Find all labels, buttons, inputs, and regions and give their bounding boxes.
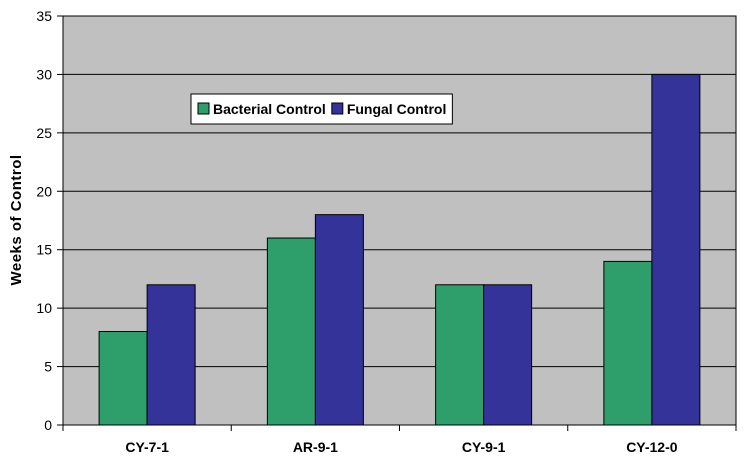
legend-label: Bacterial Control <box>213 101 326 117</box>
bar-fungal-control-cy-9-1 <box>483 284 533 426</box>
bar-bacterial-control-ar-9-1 <box>266 237 316 426</box>
legend-swatch <box>197 102 210 115</box>
legend-label: Fungal Control <box>347 101 447 117</box>
legend: Bacterial Control Fungal Control <box>190 93 453 125</box>
y-tick-label: 0 <box>44 417 52 433</box>
y-tick-label: 35 <box>36 8 52 24</box>
x-tick-label: CY-7-1 <box>125 439 169 455</box>
x-tick-label: CY-12-0 <box>626 439 678 455</box>
bar-fungal-control-cy-7-1 <box>146 284 196 426</box>
y-axis-ticks: 0 5 10 15 20 25 30 35 <box>36 8 63 433</box>
legend-box <box>190 93 453 125</box>
y-tick-label: 15 <box>36 242 52 258</box>
bar-bacterial-control-cy-12-0 <box>603 260 653 426</box>
x-tick-label: CY-9-1 <box>462 439 506 455</box>
y-tick-label: 20 <box>36 183 52 199</box>
x-axis-ticks: CY-7-1 AR-9-1 CY-9-1 CY-12-0 <box>62 425 737 455</box>
bar-fungal-control-ar-9-1 <box>314 214 364 426</box>
y-tick-label: 10 <box>36 300 52 316</box>
bar-bacterial-control-cy-9-1 <box>435 284 485 426</box>
bar-bacterial-control-cy-7-1 <box>98 331 148 426</box>
y-tick-label: 25 <box>36 125 52 141</box>
legend-swatch <box>331 102 344 115</box>
y-tick-label: 5 <box>44 359 52 375</box>
y-axis-title: Weeks of Control <box>8 154 25 285</box>
bar-fungal-control-cy-12-0 <box>651 73 701 426</box>
x-tick-label: AR-9-1 <box>293 439 338 455</box>
bars <box>98 73 701 426</box>
y-tick-label: 30 <box>36 66 52 82</box>
